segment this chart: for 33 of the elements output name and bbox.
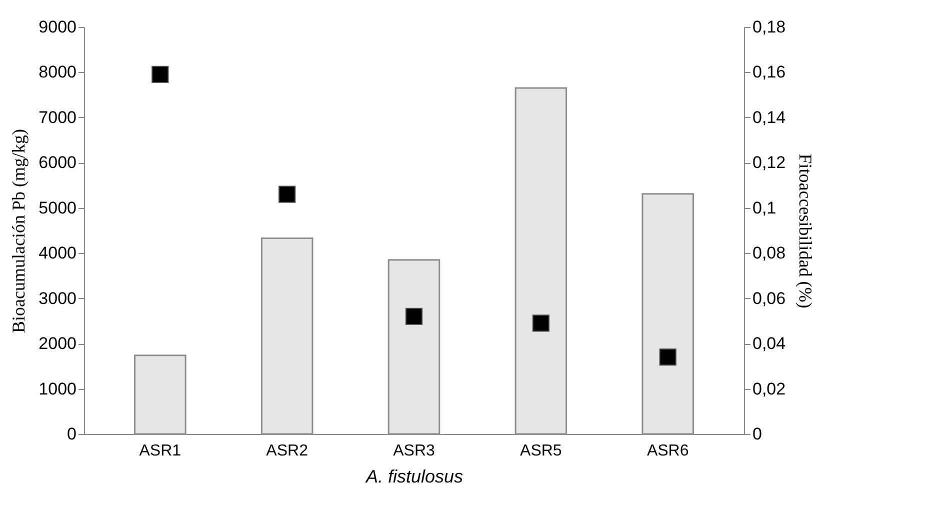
y-tick-label: 4000 xyxy=(38,244,76,263)
y-tick-label: 6000 xyxy=(38,153,76,172)
point xyxy=(405,308,423,325)
y2-axis-title: Fitoaccesibilidad (%) xyxy=(796,154,816,308)
y-tick-label: 0 xyxy=(67,424,76,444)
y2-tick-label: 0,18 xyxy=(752,18,786,36)
point xyxy=(278,186,296,203)
y-axis-title: Bioacumulación Pb (mg/kg) xyxy=(8,129,29,333)
y2-tick-label: 0,14 xyxy=(752,108,786,127)
y-tick-label: 3000 xyxy=(38,288,76,308)
x-tick-label: ASR1 xyxy=(139,442,182,460)
y-tick-label: 7000 xyxy=(38,108,76,127)
y2-tick-label: 0,04 xyxy=(752,334,786,354)
y-tick-label: 5000 xyxy=(38,198,76,218)
point xyxy=(152,66,169,84)
x-tick-label: ASR3 xyxy=(393,442,435,460)
point xyxy=(659,348,676,366)
y2-tick-label: 0,1 xyxy=(752,198,776,218)
y2-tick-label: 0,08 xyxy=(752,244,786,263)
y-tick-label: 8000 xyxy=(38,62,76,82)
x-tick-label: ASR2 xyxy=(266,442,308,460)
x-axis-title: A. fistulosus xyxy=(364,466,464,486)
x-tick-label: ASR5 xyxy=(520,442,562,460)
y2-tick-label: 0 xyxy=(752,424,762,444)
y-tick-label: 9000 xyxy=(38,18,76,36)
x-tick-label: ASR6 xyxy=(646,442,689,460)
y-tick-label: 2000 xyxy=(38,334,76,354)
y-tick-label: 1000 xyxy=(38,379,76,398)
y2-tick-label: 0,02 xyxy=(752,379,786,398)
point xyxy=(532,314,550,332)
y2-tick-label: 0,06 xyxy=(752,288,786,308)
y2-tick-label: 0,16 xyxy=(752,62,786,82)
y2-tick-label: 0,12 xyxy=(752,153,786,172)
